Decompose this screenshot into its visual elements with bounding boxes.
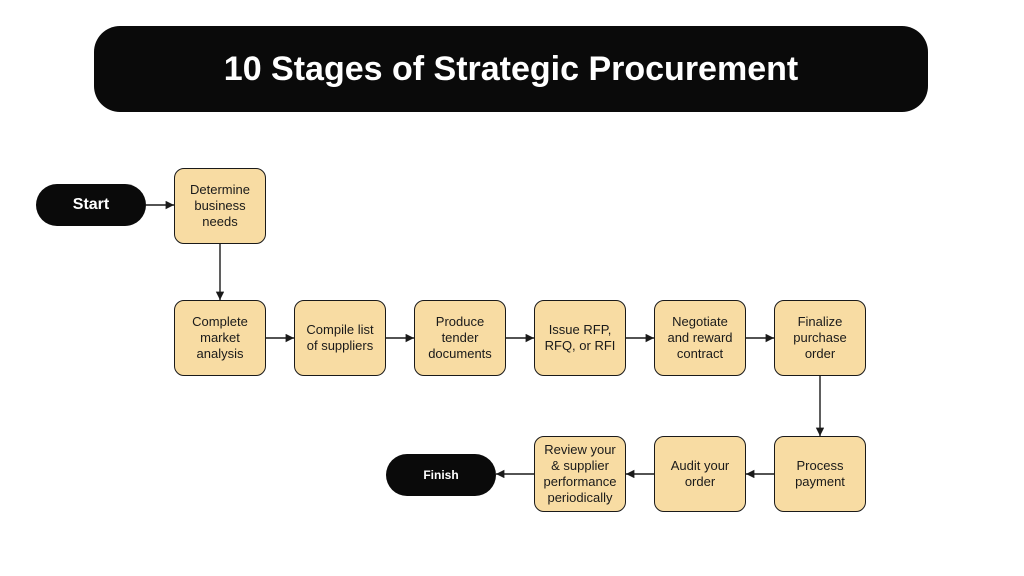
flow-node-n6: Negotiate and reward contract (654, 300, 746, 376)
flow-node-n5: Issue RFP, RFQ, or RFI (534, 300, 626, 376)
page-title: 10 Stages of Strategic Procurement (94, 26, 928, 112)
finish-pill: Finish (386, 454, 496, 496)
flow-node-n10: Review your & supplier performance perio… (534, 436, 626, 512)
flow-node-n8: Process payment (774, 436, 866, 512)
flow-node-n1: Determine business needs (174, 168, 266, 244)
flow-node-n2: Complete market analysis (174, 300, 266, 376)
flow-node-n3: Compile list of suppliers (294, 300, 386, 376)
flow-node-n9: Audit your order (654, 436, 746, 512)
flow-node-n7: Finalize purchase order (774, 300, 866, 376)
flow-node-n4: Produce tender documents (414, 300, 506, 376)
start-pill: Start (36, 184, 146, 226)
